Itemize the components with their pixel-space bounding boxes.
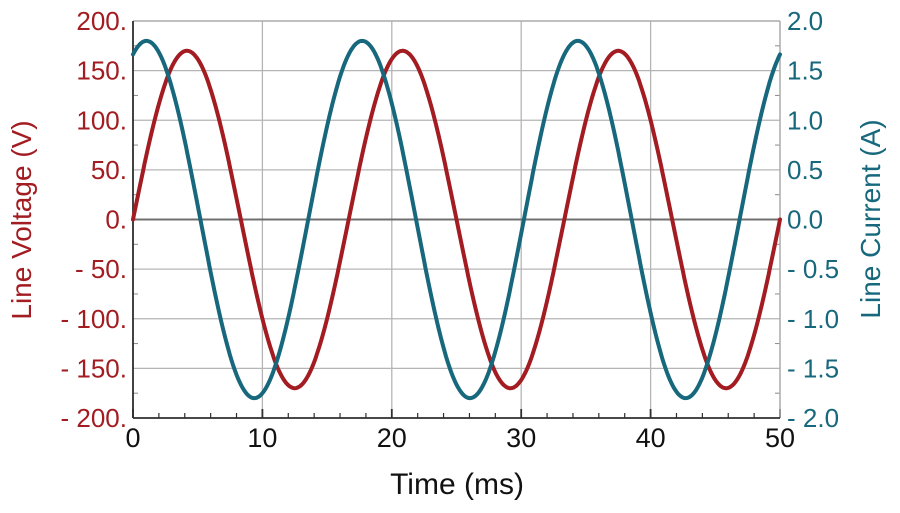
- y-right-tick-label: - 1.0: [787, 304, 839, 334]
- x-tick-label: 10: [247, 423, 277, 453]
- y-left-axis-title: Line Voltage (V): [6, 120, 37, 320]
- y-left-tick-label: 150.: [76, 56, 127, 86]
- y-left-tick-label: 50.: [91, 155, 127, 185]
- x-tick-label: 20: [377, 423, 407, 453]
- y-right-tick-label: 1.0: [787, 105, 823, 135]
- y-right-tick-label: 0.5: [787, 155, 823, 185]
- curve-line-voltage: [131, 48, 782, 391]
- y-left-tick-label: - 50.: [75, 254, 127, 284]
- y-right-axis-title: Line Current (A): [855, 119, 886, 319]
- y-left-tick-label: - 150.: [61, 353, 128, 383]
- y-left-tick-label: - 100.: [61, 304, 128, 334]
- x-tick-label: 0: [125, 423, 140, 453]
- y-left-tick-label: - 200.: [61, 403, 128, 433]
- y-right-tick-label: - 0.5: [787, 254, 839, 284]
- curve-line-current: [131, 38, 782, 401]
- x-tick-label: 30: [506, 423, 536, 453]
- y-right-tick-label: 2.0: [787, 6, 823, 36]
- y-right-tick-label: 1.5: [787, 56, 823, 86]
- y-left-tick-label: 0.: [105, 205, 127, 235]
- x-axis-title: Time (ms): [390, 468, 524, 501]
- x-tick-label: 50: [765, 423, 795, 453]
- y-right-tick-label: 0.0: [787, 205, 823, 235]
- y-right-tick-label: - 1.5: [787, 353, 839, 383]
- y-right-tick-label: - 2.0: [787, 403, 839, 433]
- x-tick-label: 40: [636, 423, 666, 453]
- y-left-tick-label: 100.: [76, 105, 127, 135]
- y-left-tick-label: 200.: [76, 6, 127, 36]
